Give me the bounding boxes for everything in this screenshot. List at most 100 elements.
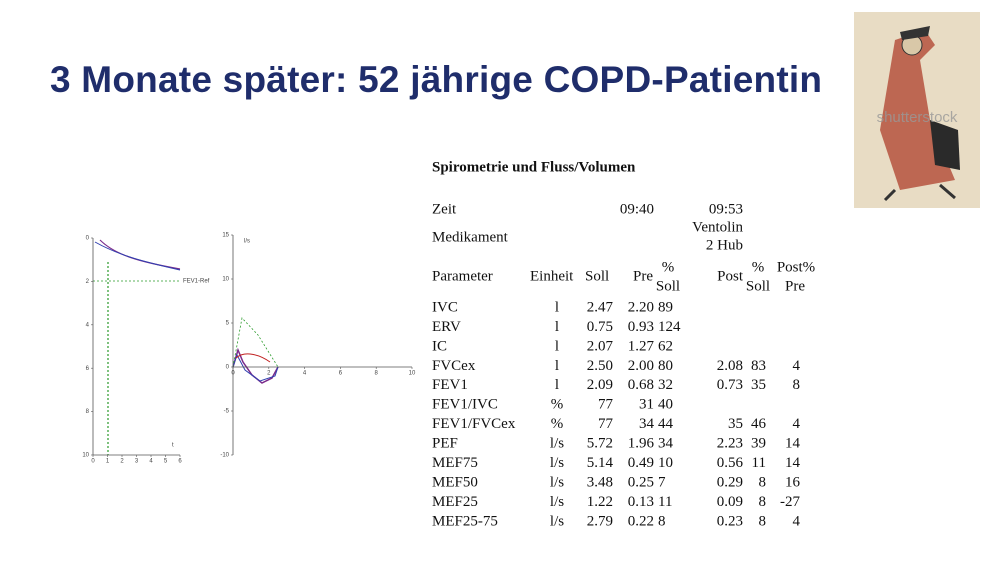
table-cell: 8: [658, 513, 666, 529]
table-cell: 2.07: [587, 338, 614, 354]
table-cell: FEV1/IVC: [432, 397, 498, 413]
column-header: Soll: [585, 268, 609, 284]
table-cell: 0.49: [628, 455, 654, 471]
table-cell: MEF50: [432, 474, 478, 490]
table-cell: 0.23: [717, 513, 743, 529]
axis-label: l/s: [244, 239, 250, 245]
y-tick-label: -5: [224, 409, 230, 415]
column-header: %: [752, 259, 765, 275]
table-cell: 4: [793, 416, 801, 432]
y-tick-label: 15: [222, 233, 229, 239]
column-header: Post: [717, 268, 744, 284]
table-cell: ERV: [432, 319, 461, 335]
table-cell: 3.48: [587, 474, 613, 490]
table-cell: 0.25: [628, 474, 654, 490]
table-cell: l/s: [550, 513, 564, 529]
table-cell: 11: [752, 455, 766, 471]
x-tick-label: 8: [375, 371, 379, 377]
x-tick-label: 2: [120, 459, 124, 465]
label: Zeit: [432, 201, 457, 217]
table-cell: 7: [658, 474, 666, 490]
table-cell: 0.56: [717, 455, 744, 471]
table-cell: l: [555, 377, 559, 393]
table-cell: %: [551, 416, 564, 432]
table-cell: 34: [658, 436, 674, 452]
axis-label: t: [172, 443, 174, 449]
table-cell: 0.29: [717, 474, 743, 490]
table-cell: IVC: [432, 299, 458, 315]
table-cell: 80: [658, 358, 673, 374]
table-cell: -27: [780, 494, 800, 510]
table-cell: 2.50: [587, 358, 613, 374]
table-cell: 35: [728, 416, 743, 432]
table-cell: 16: [785, 474, 801, 490]
table-cell: l: [555, 358, 559, 374]
table-cell: 4: [793, 513, 801, 529]
table-cell: 2.08: [717, 358, 743, 374]
flow-volume-curves: [93, 239, 279, 455]
y-tick-label: 4: [86, 322, 90, 328]
table-cell: 39: [751, 436, 766, 452]
table-cell: l/s: [550, 494, 564, 510]
medication: Ventolin: [692, 219, 743, 235]
table-cell: 34: [639, 416, 655, 432]
table-cell: FEV1: [432, 377, 468, 393]
table-cell: 32: [658, 377, 673, 393]
x-tick-label: 0: [231, 371, 235, 377]
table-cell: 0.68: [628, 377, 654, 393]
table-cell: 14: [785, 455, 801, 471]
x-tick-label: 3: [135, 459, 139, 465]
y-tick-label: 5: [226, 321, 230, 327]
table-cell: 14: [785, 436, 801, 452]
slide-title: 3 Monate später: 52 jährige COPD-Patient…: [50, 59, 822, 100]
x-tick-label: 4: [149, 459, 153, 465]
table-cell: l: [555, 299, 559, 315]
y-tick-label: 0: [86, 236, 90, 242]
table-cell: 5.72: [587, 436, 613, 452]
cartoon-image: shutterstock: [854, 12, 980, 208]
table-cell: FVCex: [432, 358, 476, 374]
table-cell: 2.47: [587, 299, 614, 315]
column-header: Soll: [656, 278, 680, 294]
table-cell: 77: [598, 416, 614, 432]
column-header: Einheit: [530, 268, 574, 284]
table-cell: 31: [639, 397, 654, 413]
table-cell: 0.22: [628, 513, 654, 529]
table-cell: 89: [658, 299, 673, 315]
table-cell: 8: [759, 494, 767, 510]
x-tick-label: 0: [91, 459, 95, 465]
y-tick-label: 2: [86, 279, 90, 285]
table-cell: FEV1/FVCex: [432, 416, 516, 432]
y-tick-label: 8: [86, 409, 90, 415]
x-tick-label: 10: [409, 371, 416, 377]
table-cell: IC: [432, 338, 447, 354]
table-cell: MEF75: [432, 455, 478, 471]
table-cell: 77: [598, 397, 614, 413]
y-tick-label: 0: [226, 365, 230, 371]
table-cell: 62: [658, 338, 673, 354]
y-tick-label: -10: [220, 453, 229, 459]
y-tick-label: 6: [86, 366, 90, 372]
table-cell: 5.14: [587, 455, 614, 471]
column-header: %: [662, 259, 675, 275]
table-cell: 2.23: [717, 436, 743, 452]
table-cell: 46: [751, 416, 767, 432]
table-cell: l: [555, 338, 559, 354]
annotation: FEV1-Ref: [183, 279, 210, 285]
table-cell: 0.09: [717, 494, 743, 510]
table-cell: 1.96: [628, 436, 655, 452]
table-cell: 2.79: [587, 513, 613, 529]
table-cell: 2.09: [587, 377, 613, 393]
table-cell: l: [555, 319, 559, 335]
table-cell: 1.22: [587, 494, 613, 510]
table-cell: 4: [793, 358, 801, 374]
table-cell: 0.73: [717, 377, 743, 393]
x-tick-label: 6: [339, 371, 343, 377]
table-cell: l/s: [550, 474, 564, 490]
table-cell: 0.75: [587, 319, 613, 335]
table-cell: MEF25-75: [432, 513, 498, 529]
table-cell: 40: [658, 397, 673, 413]
report-heading: Spirometrie und Fluss/Volumen: [432, 159, 636, 175]
column-header: Pre: [633, 268, 653, 284]
